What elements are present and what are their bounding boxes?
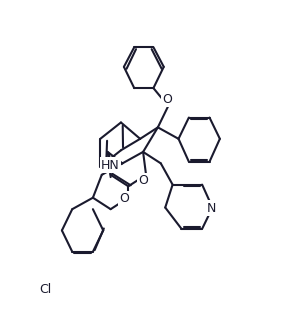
Text: HN: HN [101,158,120,172]
Text: Cl: Cl [39,283,51,296]
Text: O: O [163,93,173,106]
Text: O: O [119,192,129,205]
Text: O: O [138,174,148,187]
Text: N: N [207,202,216,215]
